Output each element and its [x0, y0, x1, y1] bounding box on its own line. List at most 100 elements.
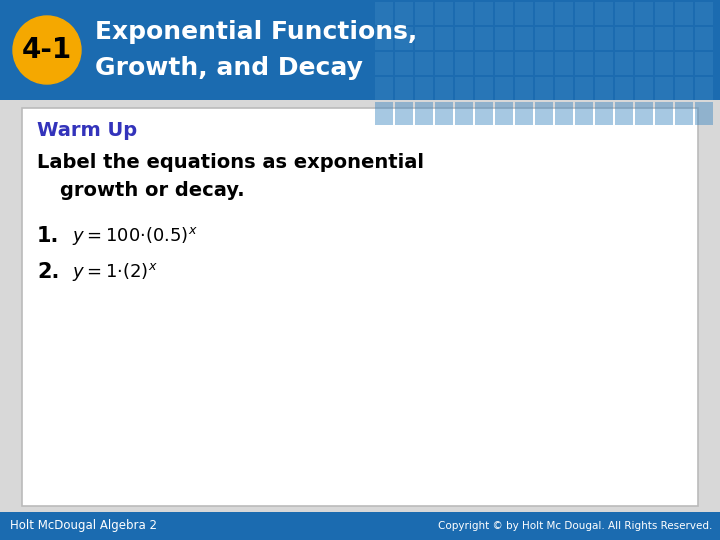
FancyBboxPatch shape: [695, 27, 713, 50]
FancyBboxPatch shape: [575, 102, 593, 125]
FancyBboxPatch shape: [395, 77, 413, 100]
FancyBboxPatch shape: [555, 27, 573, 50]
FancyBboxPatch shape: [475, 52, 493, 75]
FancyBboxPatch shape: [695, 102, 713, 125]
FancyBboxPatch shape: [475, 77, 493, 100]
FancyBboxPatch shape: [655, 102, 673, 125]
FancyBboxPatch shape: [695, 77, 713, 100]
FancyBboxPatch shape: [455, 27, 473, 50]
Text: Exponential Functions,: Exponential Functions,: [95, 20, 418, 44]
Text: 1.: 1.: [37, 226, 59, 246]
FancyBboxPatch shape: [415, 2, 433, 25]
FancyBboxPatch shape: [615, 102, 633, 125]
FancyBboxPatch shape: [515, 102, 533, 125]
FancyBboxPatch shape: [515, 2, 533, 25]
Text: $y = 1{\cdot}(2)^x$: $y = 1{\cdot}(2)^x$: [72, 261, 158, 283]
FancyBboxPatch shape: [635, 77, 653, 100]
FancyBboxPatch shape: [535, 77, 553, 100]
FancyBboxPatch shape: [595, 102, 613, 125]
FancyBboxPatch shape: [395, 2, 413, 25]
FancyBboxPatch shape: [435, 77, 453, 100]
FancyBboxPatch shape: [455, 77, 473, 100]
FancyBboxPatch shape: [555, 2, 573, 25]
FancyBboxPatch shape: [655, 52, 673, 75]
FancyBboxPatch shape: [635, 2, 653, 25]
Circle shape: [13, 16, 81, 84]
FancyBboxPatch shape: [415, 52, 433, 75]
FancyBboxPatch shape: [495, 77, 513, 100]
FancyBboxPatch shape: [415, 77, 433, 100]
FancyBboxPatch shape: [475, 102, 493, 125]
FancyBboxPatch shape: [375, 27, 393, 50]
Text: 2.: 2.: [37, 262, 59, 282]
FancyBboxPatch shape: [395, 52, 413, 75]
FancyBboxPatch shape: [675, 77, 693, 100]
FancyBboxPatch shape: [455, 102, 473, 125]
FancyBboxPatch shape: [415, 27, 433, 50]
FancyBboxPatch shape: [535, 52, 553, 75]
FancyBboxPatch shape: [655, 2, 673, 25]
Text: growth or decay.: growth or decay.: [60, 180, 245, 199]
FancyBboxPatch shape: [375, 2, 393, 25]
Text: Warm Up: Warm Up: [37, 120, 137, 139]
FancyBboxPatch shape: [0, 512, 720, 540]
FancyBboxPatch shape: [375, 77, 393, 100]
FancyBboxPatch shape: [495, 52, 513, 75]
FancyBboxPatch shape: [555, 52, 573, 75]
Text: Copyright © by Holt Mc Dougal. All Rights Reserved.: Copyright © by Holt Mc Dougal. All Right…: [438, 521, 712, 531]
FancyBboxPatch shape: [555, 77, 573, 100]
FancyBboxPatch shape: [535, 27, 553, 50]
FancyBboxPatch shape: [595, 27, 613, 50]
FancyBboxPatch shape: [675, 102, 693, 125]
FancyBboxPatch shape: [415, 102, 433, 125]
FancyBboxPatch shape: [375, 102, 393, 125]
Text: Growth, and Decay: Growth, and Decay: [95, 56, 363, 80]
FancyBboxPatch shape: [475, 27, 493, 50]
FancyBboxPatch shape: [455, 52, 473, 75]
FancyBboxPatch shape: [695, 2, 713, 25]
FancyBboxPatch shape: [615, 2, 633, 25]
FancyBboxPatch shape: [395, 27, 413, 50]
FancyBboxPatch shape: [455, 2, 473, 25]
FancyBboxPatch shape: [695, 52, 713, 75]
FancyBboxPatch shape: [495, 27, 513, 50]
FancyBboxPatch shape: [435, 102, 453, 125]
Text: $y = 100{\cdot}(0.5)^x$: $y = 100{\cdot}(0.5)^x$: [72, 225, 198, 247]
FancyBboxPatch shape: [635, 102, 653, 125]
FancyBboxPatch shape: [575, 27, 593, 50]
FancyBboxPatch shape: [435, 2, 453, 25]
FancyBboxPatch shape: [515, 27, 533, 50]
Text: Label the equations as exponential: Label the equations as exponential: [37, 152, 424, 172]
FancyBboxPatch shape: [595, 2, 613, 25]
Text: Holt McDougal Algebra 2: Holt McDougal Algebra 2: [10, 519, 157, 532]
FancyBboxPatch shape: [0, 0, 720, 100]
FancyBboxPatch shape: [435, 52, 453, 75]
FancyBboxPatch shape: [575, 52, 593, 75]
FancyBboxPatch shape: [575, 2, 593, 25]
FancyBboxPatch shape: [615, 77, 633, 100]
FancyBboxPatch shape: [535, 102, 553, 125]
FancyBboxPatch shape: [495, 2, 513, 25]
FancyBboxPatch shape: [655, 27, 673, 50]
FancyBboxPatch shape: [615, 27, 633, 50]
FancyBboxPatch shape: [675, 27, 693, 50]
FancyBboxPatch shape: [675, 52, 693, 75]
FancyBboxPatch shape: [575, 77, 593, 100]
FancyBboxPatch shape: [655, 77, 673, 100]
FancyBboxPatch shape: [395, 102, 413, 125]
FancyBboxPatch shape: [515, 52, 533, 75]
FancyBboxPatch shape: [615, 52, 633, 75]
FancyBboxPatch shape: [595, 52, 613, 75]
FancyBboxPatch shape: [535, 2, 553, 25]
FancyBboxPatch shape: [515, 77, 533, 100]
FancyBboxPatch shape: [475, 2, 493, 25]
FancyBboxPatch shape: [435, 27, 453, 50]
FancyBboxPatch shape: [675, 2, 693, 25]
FancyBboxPatch shape: [375, 52, 393, 75]
FancyBboxPatch shape: [495, 102, 513, 125]
FancyBboxPatch shape: [635, 52, 653, 75]
FancyBboxPatch shape: [635, 27, 653, 50]
FancyBboxPatch shape: [22, 108, 698, 506]
FancyBboxPatch shape: [595, 77, 613, 100]
FancyBboxPatch shape: [555, 102, 573, 125]
